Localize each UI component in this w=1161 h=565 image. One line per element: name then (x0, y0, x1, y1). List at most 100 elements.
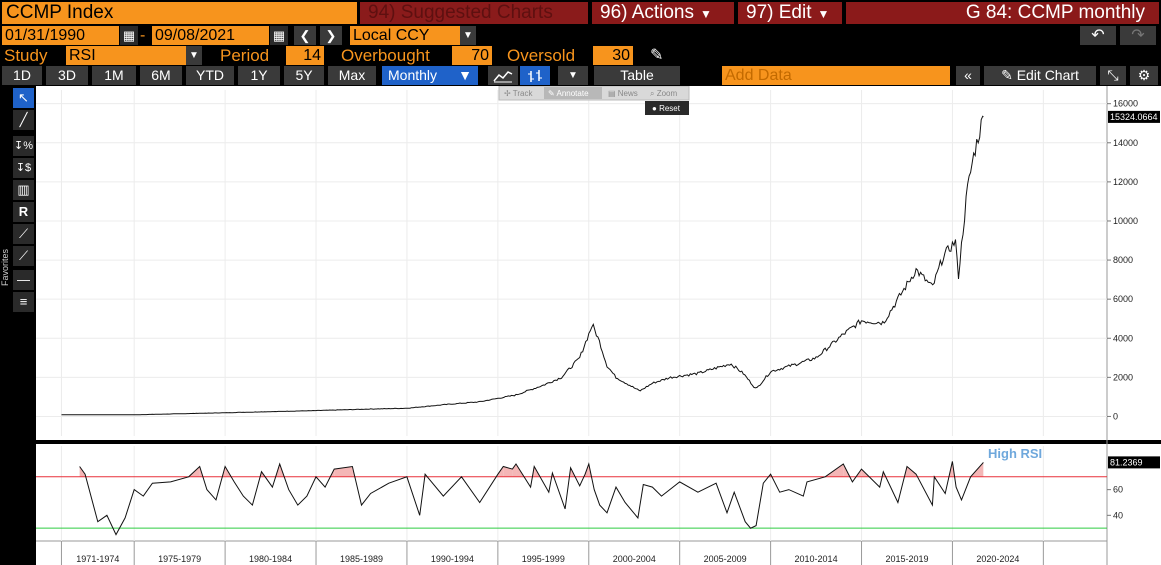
pencil-icon[interactable]: ✎ (650, 47, 664, 64)
rsi-panel-bg (36, 444, 1107, 565)
x-axis-label: 2020-2024 (976, 554, 1019, 564)
study-select[interactable]: RSI (66, 46, 186, 65)
redo-icon[interactable]: ↷ (1120, 26, 1156, 45)
favorites-tab[interactable]: Favorites (0, 248, 10, 286)
ray-tool-icon[interactable]: ⟋ (13, 246, 34, 266)
x-axis-label: 2015-2019 (885, 554, 928, 564)
study-dropdown-icon[interactable]: ▼ (186, 46, 202, 65)
zoom-menu-item[interactable]: ⌕ Zoom (650, 89, 677, 98)
annotate-menu-item[interactable]: ✎ Annotate (548, 89, 589, 98)
range-tool-icon[interactable]: ▥ (13, 180, 34, 200)
pointer-tool-icon[interactable]: ↖ (13, 88, 34, 108)
next-period-icon[interactable]: ❯ (320, 26, 342, 45)
draw-line-tool-icon[interactable]: ╱ (13, 110, 34, 130)
channel-tool-icon[interactable]: ≡ (13, 292, 34, 312)
price-y-tick-label: 4000 (1113, 333, 1133, 343)
tf-1m[interactable]: 1M (92, 66, 136, 85)
overbought-fill-segment (512, 463, 517, 477)
bar-chart-icon[interactable] (520, 66, 550, 85)
oversold-label: Oversold (507, 46, 576, 65)
price-y-tick-label: 16000 (1113, 99, 1138, 109)
edit-label: 97) Edit (746, 2, 812, 23)
x-axis-label: 2010-2014 (795, 554, 838, 564)
edit-chart-pencil-icon: ✎ (1001, 67, 1017, 83)
add-data-placeholder: Add Data (725, 67, 792, 84)
price-y-tick-label: 2000 (1113, 372, 1133, 382)
tf-6m[interactable]: 6M (140, 66, 182, 85)
last-price-marker: 15324.0664 (1108, 110, 1160, 123)
horizontal-line-tool-icon[interactable]: — (13, 270, 34, 290)
retracement-tool-icon[interactable]: R (13, 202, 34, 222)
zoom-label: Zoom (657, 89, 678, 98)
chart-settings-icon[interactable]: ⤡ (1100, 66, 1126, 85)
edit-chart-label: Edit Chart (1016, 67, 1079, 83)
actions-caret-icon: ▼ (700, 7, 712, 21)
price-y-tick-label: 14000 (1113, 138, 1138, 148)
overbought-input[interactable]: 70 (452, 46, 492, 65)
frequency-label: Monthly (388, 67, 438, 83)
edit-chart-button[interactable]: ✎ Edit Chart (984, 66, 1096, 85)
annotate-highlight (544, 87, 602, 99)
chart-area[interactable]: 0 2000 4000 6000 8000 10000 12000 14000 16000 40… (36, 86, 1161, 565)
price-axis-bg (1107, 86, 1161, 440)
reset-icon: ● (652, 104, 659, 113)
prev-period-icon[interactable]: ❮ (294, 26, 316, 45)
collapse-icon[interactable]: « (956, 66, 980, 85)
reset-button[interactable]: ● Reset (652, 104, 681, 113)
zoom-icon: ⌕ (650, 89, 657, 98)
chart-type-dropdown-icon[interactable]: ▼ (558, 66, 588, 85)
oversold-input[interactable]: 30 (593, 46, 633, 65)
tf-3d[interactable]: 3D (46, 66, 88, 85)
gear-icon[interactable]: ⚙ (1130, 66, 1158, 85)
tf-max[interactable]: Max (328, 66, 376, 85)
add-data-field[interactable]: Add Data (722, 66, 950, 85)
annotate-icon: ✎ (548, 89, 556, 98)
start-calendar-icon[interactable]: ▦ (120, 26, 138, 45)
start-date-field[interactable]: 01/31/1990 (2, 26, 119, 45)
price-y-tick-label: 12000 (1113, 177, 1138, 187)
percent-tool-icon[interactable]: ↧% (13, 136, 34, 156)
tf-1y[interactable]: 1Y (238, 66, 280, 85)
tf-ytd[interactable]: YTD (186, 66, 234, 85)
trendline-tool-icon[interactable]: ⟋ (13, 224, 34, 244)
table-button[interactable]: Table (594, 66, 680, 85)
last-rsi-label: 81.2369 (1110, 457, 1143, 467)
tf-5y[interactable]: 5Y (284, 66, 324, 85)
x-axis-label: 2005-2009 (704, 554, 747, 564)
overbought-fill-segment (503, 466, 513, 477)
rsi-y-ticks: 40 60 (1107, 485, 1123, 520)
undo-icon[interactable]: ↶ (1080, 26, 1116, 45)
frequency-select[interactable]: Monthly ▼ (382, 66, 478, 85)
news-menu-item[interactable]: ▤ News (608, 89, 638, 98)
overbought-fill-segment (261, 471, 266, 477)
chart-id-title: G 84: CCMP monthly (846, 2, 1159, 24)
end-calendar-icon[interactable]: ▦ (270, 26, 288, 45)
security-field[interactable]: CCMP Index (2, 2, 357, 24)
edit-caret-icon: ▼ (817, 7, 830, 21)
rsi-y-tick-label: 60 (1113, 485, 1123, 495)
dollar-tool-icon[interactable]: ↧$ (13, 158, 34, 178)
track-menu-item[interactable]: ✢ Track (504, 89, 533, 98)
study-label: Study (4, 46, 48, 65)
end-date-field[interactable]: 09/08/2021 (152, 26, 269, 45)
x-axis-label: 1971-1974 (76, 554, 119, 564)
track-icon: ✢ (504, 89, 513, 98)
high-rsi-annotation[interactable]: High RSI (988, 446, 1042, 461)
tf-1d[interactable]: 1D (2, 66, 42, 85)
x-axis-label: 1985-1989 (340, 554, 383, 564)
line-chart-icon[interactable] (488, 66, 518, 85)
news-label: News (618, 89, 638, 98)
last-price-label: 15324.0664 (1110, 112, 1158, 122)
price-y-tick-label: 10000 (1113, 216, 1138, 226)
currency-dropdown-icon[interactable]: ▼ (460, 26, 476, 45)
period-input[interactable]: 14 (286, 46, 324, 65)
timeframe-bar: 1D 3D 1M 6M YTD 1Y 5Y Max Monthly ▼ ▼ Tab… (0, 66, 1161, 86)
suggested-charts-button[interactable]: 94) Suggested Charts (360, 2, 588, 24)
edit-button[interactable]: 97) Edit ▼ (738, 2, 842, 24)
x-axis-label: 1990-1994 (431, 554, 474, 564)
currency-select[interactable]: Local CCY (350, 26, 460, 45)
actions-button[interactable]: 96) Actions ▼ (592, 2, 734, 24)
date-range-bar: 01/31/1990 ▦ - 09/08/2021 ▦ ❮ ❯ Local CC… (0, 26, 1161, 46)
overbought-fill-segment (906, 466, 917, 477)
drawing-toolbar: ↖ ╱ ↧% ↧$ ▥ R ⟋ ⟋ — ≡ Favorites (0, 86, 36, 565)
